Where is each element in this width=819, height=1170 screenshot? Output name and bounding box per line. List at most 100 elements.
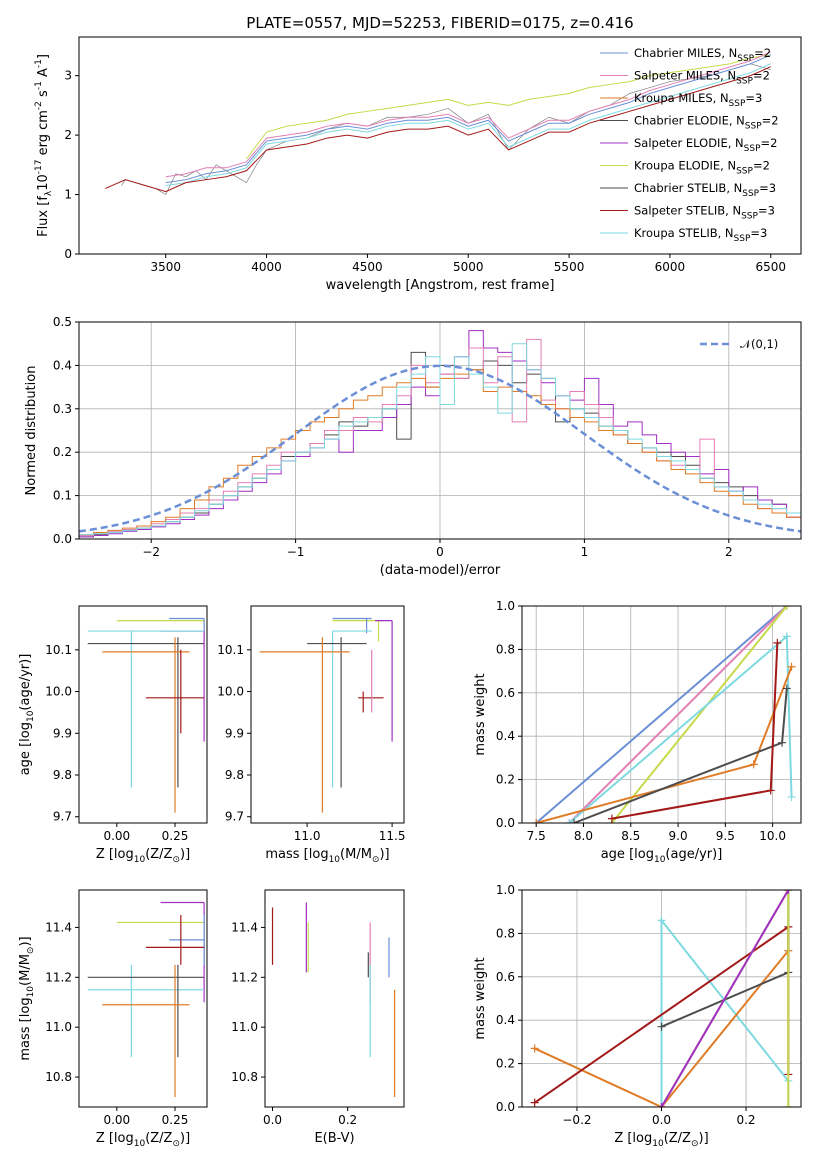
x-axis-label: mass [log10​(M/M⊙​)] — [265, 847, 389, 865]
error-bar-kroupa_stelib — [332, 630, 372, 788]
axes-frame — [78, 889, 208, 1108]
y-tick-label: 0.3 — [53, 402, 72, 416]
legend-label: Salpeter MILES, NSSP​=2 — [634, 69, 770, 87]
plot-area — [259, 617, 393, 813]
x-axis-label: wavelength [Angstrom, rest frame] — [326, 278, 555, 293]
y-tick-label: 9.7 — [225, 810, 244, 824]
x-tick-label: 5000 — [453, 260, 484, 274]
series-line-chabrier_stelib — [573, 688, 788, 823]
y-tick-label: 10.1 — [217, 643, 244, 657]
data-point-kroupa_miles — [787, 662, 796, 671]
data-point-kroupa_stelib — [657, 916, 666, 925]
y-axis-label: mass weight — [473, 957, 488, 1039]
error-bar-salpeter_elodie — [160, 630, 205, 742]
error-bar-salpeter_elodie — [160, 901, 205, 1003]
y-tick-label: 0.4 — [53, 358, 72, 372]
chart-residual_hist: −2 −1 0 1 2 0.0 0.1 0.2 0.3 0.4 0.5 (data-model)/er… — [24, 315, 802, 578]
plot-area — [532, 606, 796, 823]
y-tick-label: 0.4 — [496, 1013, 515, 1027]
y-tick-label: 9.9 — [53, 726, 72, 740]
y-tick-label: 10.1 — [45, 643, 72, 657]
data-point-kroupa_stelib — [782, 632, 791, 641]
chart-weight_vs_age: 7.5 8.0 8.5 9.0 9.5 10.0 0.0 0.2 0.4 0.6 0.8 1.0 age… — [473, 599, 802, 865]
plot-area — [87, 617, 205, 813]
y-tick-label: 11.2 — [45, 970, 72, 984]
legend-label: Kroupa ELODIE, NSSP​=2 — [634, 159, 770, 177]
series-line-salpeter_miles — [165, 51, 771, 178]
x-tick-label: −2 — [142, 545, 160, 559]
x-tick-label: 2 — [725, 545, 733, 559]
x-axis-label: (data-model)/error — [380, 563, 501, 578]
plot-area — [79, 330, 801, 538]
x-tick-label: 7.5 — [527, 829, 546, 843]
data-point-kroupa_elodie — [782, 606, 791, 610]
series-line-kroupa_stelib — [568, 634, 793, 823]
plot-area — [271, 902, 396, 1098]
y-tick-label: 0.1 — [53, 489, 72, 503]
chart-mass_vs_ebv: 0.0 0.2 10.8 11.0 11.2 11.4 E(B-V) — [231, 889, 405, 1146]
figure-title: PLATE=0557, MJD=52253, FIBERID=0175, z=0… — [246, 14, 633, 32]
x-tick-label: 0.00 — [103, 1113, 130, 1127]
series-line-kroupa_elodie — [245, 54, 771, 160]
y-tick-label: 11.0 — [231, 1020, 258, 1034]
legend-label: 𝒩(0,1) — [740, 337, 778, 351]
y-tick-label: 1.0 — [496, 599, 515, 613]
y-tick-label: 3 — [64, 69, 72, 83]
y-axis-label: Flux [fλ​10-17​ erg cm-2​ s-1​ A-1​] — [34, 54, 54, 237]
histogram-kroupa_stelib — [79, 343, 801, 536]
data-point-salpeter_stelib — [530, 1098, 539, 1107]
x-tick-label: 8.0 — [574, 829, 593, 843]
series-line-salpeter_miles — [568, 606, 788, 823]
x-tick-label: 3500 — [150, 260, 181, 274]
y-tick-label: 9.8 — [225, 768, 244, 782]
chart-age_vs_mass: 11.0 11.5 9.7 9.8 9.9 10.0 10.1 mass [log10​(M/… — [217, 605, 405, 865]
y-tick-label: 0.6 — [496, 686, 515, 700]
error-bar-kroupa_stelib — [87, 630, 205, 788]
x-tick-label: 0.25 — [162, 829, 189, 843]
series-line-kroupa_miles — [534, 950, 790, 1107]
x-tick-label: 4500 — [352, 260, 383, 274]
x-tick-label: 6000 — [655, 260, 686, 274]
chart-weight_vs_Z: −0.2 0.0 0.2 0.0 0.2 0.4 0.6 0.8 1.0 Z [log10​(Z/… — [473, 883, 802, 1149]
error-bar-kroupa_stelib — [87, 964, 205, 1058]
x-tick-label: 0.25 — [162, 1113, 189, 1127]
y-tick-label: 0.4 — [496, 729, 515, 743]
error-bar-salpeter_stelib — [145, 914, 205, 965]
y-axis-label: mass weight — [473, 673, 488, 755]
data-point-salpeter_elodie — [784, 890, 793, 894]
x-tick-label: 0.2 — [736, 1113, 755, 1127]
axes-frame — [264, 889, 405, 1108]
y-tick-label: 0.2 — [496, 1057, 515, 1071]
x-tick-label: 8.5 — [621, 829, 640, 843]
y-tick-label: 10.8 — [231, 1070, 258, 1084]
error-bar-chabrier_stelib — [87, 964, 205, 1058]
x-axis-label: Z [log10​(Z/Z⊙​)] — [96, 847, 190, 865]
axes-frame — [78, 605, 208, 824]
data-point-kroupa_stelib — [787, 792, 796, 801]
y-tick-label: 0 — [64, 247, 72, 261]
error-bar-kroupa_miles — [102, 964, 190, 1098]
x-tick-label: 11.0 — [294, 829, 321, 843]
legend-label: Salpeter STELIB, NSSP​=3 — [634, 204, 775, 222]
y-tick-label: 10.0 — [217, 685, 244, 699]
series-line-chabrier_miles — [535, 606, 788, 823]
error-bar-salpeter_stelib — [145, 649, 205, 734]
axes-frame — [78, 36, 802, 255]
data-point-salpeter_stelib — [607, 814, 616, 823]
y-tick-label: 1 — [64, 188, 72, 202]
x-tick-label: 1 — [581, 545, 589, 559]
error-bar-kroupa_elodie — [116, 921, 205, 965]
y-tick-label: 10.8 — [45, 1070, 72, 1084]
data-point-chabrier_stelib — [570, 819, 579, 823]
data-point-salpeter_elodie — [657, 1103, 666, 1107]
data-point-kroupa_miles — [749, 760, 758, 769]
normal-curve — [79, 364, 801, 533]
error-bar-chabrier_stelib — [87, 637, 205, 788]
x-axis-label: Z [log10​(Z/Z⊙​)] — [614, 1131, 708, 1149]
y-tick-label: 9.7 — [53, 810, 72, 824]
x-tick-label: 6500 — [755, 260, 786, 274]
y-tick-label: 0.5 — [53, 315, 72, 329]
error-bar-chabrier_miles — [169, 914, 205, 965]
series-line-salpeter_stelib — [105, 66, 771, 193]
y-tick-label: 2 — [64, 128, 72, 142]
